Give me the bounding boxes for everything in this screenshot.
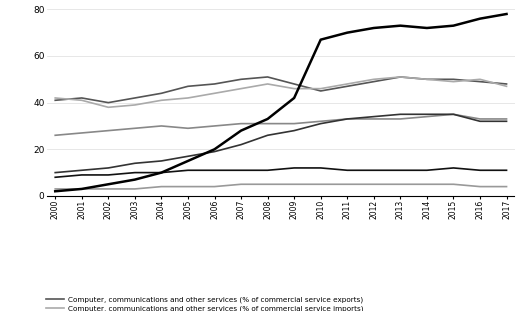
Legend: Computer, communications and other services (% of commercial service exports), C: Computer, communications and other servi…	[46, 297, 363, 311]
